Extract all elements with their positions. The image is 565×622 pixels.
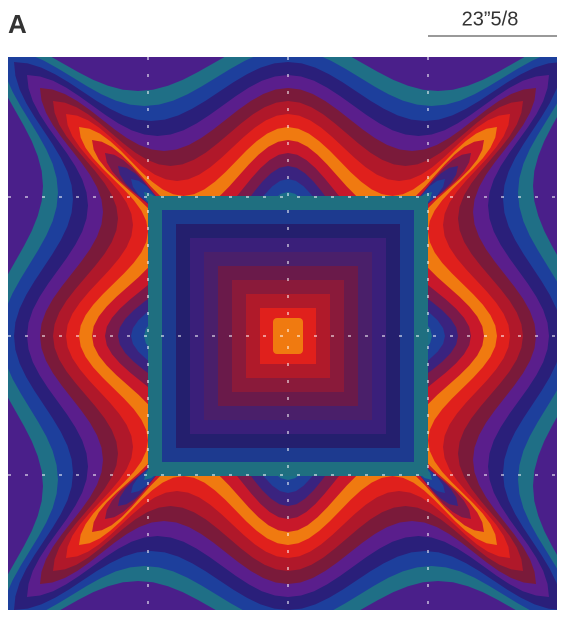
label-size: 23”5/8 — [462, 8, 519, 30]
center-core — [273, 318, 303, 354]
rug — [8, 57, 557, 610]
label-letter: A — [8, 9, 27, 39]
